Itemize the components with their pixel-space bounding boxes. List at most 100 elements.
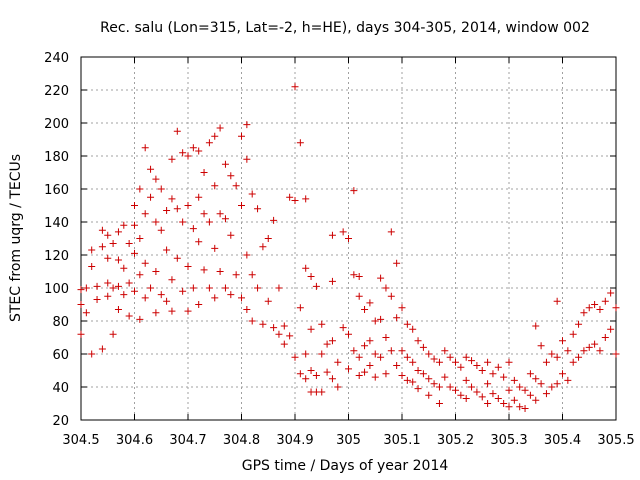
data-point [93, 296, 101, 304]
y-tick-label: 140 [44, 216, 69, 231]
data-point [82, 309, 90, 317]
data-point [318, 350, 326, 358]
data-point [355, 292, 363, 300]
data-points [77, 83, 620, 412]
data-point [82, 284, 90, 292]
data-point [152, 218, 160, 226]
data-point [468, 357, 476, 365]
data-point [366, 362, 374, 370]
y-tick-label: 220 [44, 84, 69, 99]
data-point [109, 239, 117, 247]
data-point [361, 305, 369, 313]
data-point [382, 334, 390, 341]
data-point [318, 320, 326, 328]
data-point [131, 221, 138, 229]
data-point [184, 202, 192, 209]
data-point [280, 322, 288, 330]
data-point [114, 282, 122, 290]
data-point [205, 139, 213, 147]
data-point [484, 400, 492, 407]
data-point [478, 367, 486, 374]
data-point [211, 132, 219, 140]
data-point [77, 286, 85, 294]
data-point [350, 187, 358, 195]
data-point [195, 147, 203, 155]
data-point [125, 312, 133, 320]
data-point [109, 330, 117, 338]
data-point [238, 294, 245, 302]
data-point [216, 268, 224, 275]
data-point [564, 347, 572, 355]
data-point [516, 383, 524, 391]
data-point [435, 358, 443, 366]
data-point [494, 395, 502, 403]
data-point [553, 380, 561, 388]
data-point [173, 127, 181, 135]
data-point [125, 279, 133, 287]
data-point [387, 347, 395, 355]
data-point [141, 294, 149, 302]
y-tick-label: 80 [52, 315, 69, 330]
data-point [136, 315, 144, 323]
data-point [537, 342, 545, 350]
data-point [328, 375, 336, 383]
data-point [403, 376, 411, 384]
data-point [419, 343, 427, 351]
data-point [366, 299, 374, 307]
data-point [98, 243, 106, 251]
data-point [291, 83, 299, 91]
data-point [345, 365, 352, 373]
data-point [141, 210, 149, 218]
data-point [275, 284, 283, 292]
data-point [296, 370, 304, 378]
data-point [77, 301, 85, 308]
data-point [393, 314, 401, 322]
data-point [532, 396, 540, 404]
data-point [559, 370, 566, 378]
data-point [580, 347, 588, 355]
data-point [141, 259, 149, 267]
data-point [93, 282, 101, 290]
data-point [296, 139, 304, 147]
data-point [179, 149, 187, 157]
data-point [361, 368, 369, 376]
data-point [114, 305, 122, 313]
data-point [254, 284, 262, 292]
data-point [548, 350, 556, 358]
data-point [473, 362, 481, 370]
data-point [484, 358, 492, 366]
y-tick-label: 100 [44, 282, 69, 297]
data-point [302, 195, 310, 203]
data-point [88, 350, 96, 358]
data-point [259, 320, 267, 328]
data-point [371, 350, 379, 358]
y-tick-label: 180 [44, 150, 69, 165]
x-tick-label: 304.7 [169, 433, 206, 448]
data-point [601, 297, 609, 305]
data-point [189, 284, 197, 292]
data-point [88, 246, 96, 254]
data-point [227, 291, 235, 299]
data-point [425, 391, 433, 399]
data-point [377, 274, 385, 282]
data-point [211, 244, 219, 252]
x-tick-label: 304.8 [223, 433, 260, 448]
data-point [414, 367, 422, 374]
data-point [382, 284, 390, 292]
data-point [334, 358, 342, 366]
data-point [569, 330, 577, 338]
x-tick-label: 305.5 [597, 433, 634, 448]
data-point [173, 254, 181, 262]
data-point [398, 304, 406, 312]
data-point [221, 160, 229, 168]
data-point [163, 206, 171, 214]
data-point [339, 228, 347, 236]
data-point [152, 268, 160, 275]
data-point [339, 324, 347, 332]
data-point [286, 332, 294, 340]
data-point [307, 325, 315, 333]
data-point [607, 289, 615, 297]
data-point [131, 287, 138, 295]
data-point [596, 347, 604, 355]
data-point [291, 197, 299, 205]
